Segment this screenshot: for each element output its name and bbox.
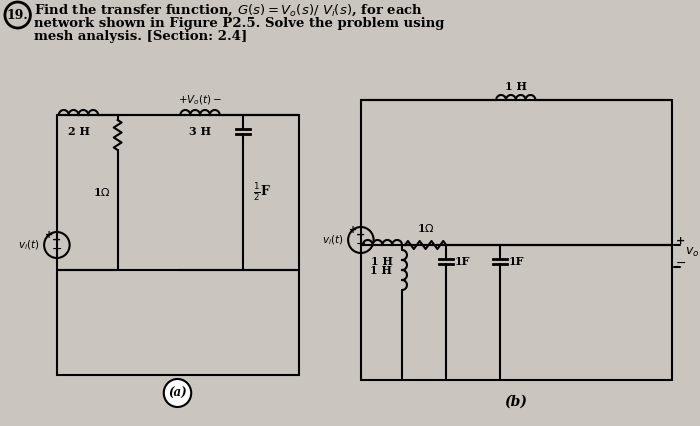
Text: 1$\Omega$: 1$\Omega$ xyxy=(93,186,111,198)
Text: network shown in Figure P2.5. Solve the problem using: network shown in Figure P2.5. Solve the … xyxy=(34,17,444,29)
Text: (a): (a) xyxy=(168,386,187,400)
Circle shape xyxy=(164,379,191,407)
Text: +: + xyxy=(349,225,357,235)
Text: 3 H: 3 H xyxy=(189,126,211,137)
Text: 2 H: 2 H xyxy=(67,126,90,137)
Text: +: + xyxy=(45,230,53,240)
Text: $v_i(t)$: $v_i(t)$ xyxy=(321,233,343,247)
Text: $+V_o(t)-$: $+V_o(t)-$ xyxy=(178,93,222,107)
Text: 1 H: 1 H xyxy=(505,81,526,92)
Text: $v_o$: $v_o$ xyxy=(685,245,700,259)
Text: $v_i(t)$: $v_i(t)$ xyxy=(18,238,39,252)
Text: 1F: 1F xyxy=(509,256,524,267)
Text: 1F: 1F xyxy=(455,256,470,267)
Text: mesh analysis. [Section: 2.4]: mesh analysis. [Section: 2.4] xyxy=(34,29,248,43)
Text: (b): (b) xyxy=(504,395,527,409)
Text: Find the transfer function, $G(s) = V_o(s)/\ V_i(s)$, for each: Find the transfer function, $G(s) = V_o(… xyxy=(34,2,423,18)
Text: 19.: 19. xyxy=(7,9,29,22)
Text: 1 H: 1 H xyxy=(372,256,393,267)
Text: +: + xyxy=(52,235,62,245)
Text: −: − xyxy=(356,238,366,251)
Text: −: − xyxy=(52,243,62,256)
Text: +: + xyxy=(676,236,685,246)
Text: 1$\Omega$: 1$\Omega$ xyxy=(416,222,435,234)
Text: −: − xyxy=(676,256,686,270)
Text: 1 H: 1 H xyxy=(370,265,391,276)
Text: +: + xyxy=(356,230,365,240)
Text: $\frac{1}{2}$F: $\frac{1}{2}$F xyxy=(253,181,271,203)
